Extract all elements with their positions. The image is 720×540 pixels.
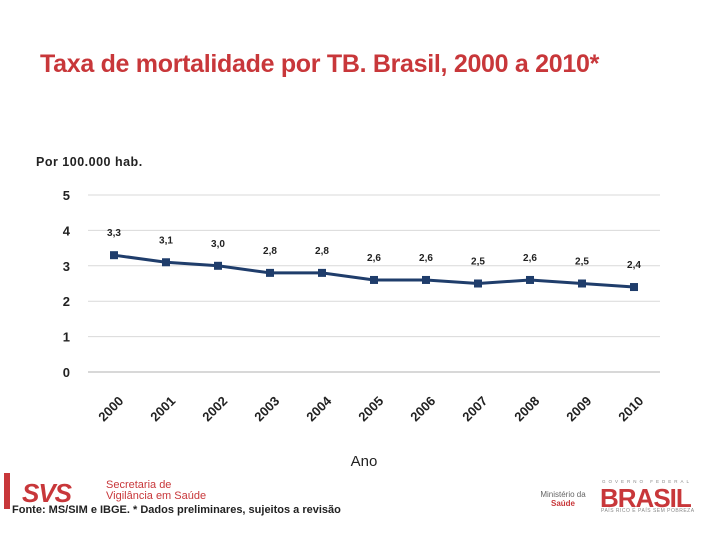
brasil-logo: BRASIL [600, 483, 692, 513]
data-label: 3,0 [211, 239, 225, 250]
x-tick-label: 2000 [95, 393, 126, 424]
gov-slogan: PAÍS RICO É PAÍS SEM POBREZA [601, 508, 695, 514]
x-tick-label: 2001 [147, 393, 178, 424]
y-tick-label: 0 [63, 365, 70, 380]
y-tick-label: 1 [63, 330, 70, 345]
y-axis-unit-label: Por 100.000 hab. [36, 155, 143, 169]
x-tick-label: 2004 [303, 393, 335, 425]
data-point [162, 258, 170, 267]
data-label: 2,6 [523, 253, 537, 264]
page-title: Taxa de mortalidade por TB. Brasil, 2000… [40, 50, 600, 78]
data-label: 2,5 [471, 257, 485, 268]
source-note: Fonte: MS/SIM e IBGE. * Dados preliminar… [12, 504, 341, 516]
data-point [630, 283, 638, 292]
x-tick-label: 2002 [199, 393, 230, 424]
gov-federal-label: GOVERNO FEDERAL [602, 479, 693, 484]
line-chart: 0 1 2 3 4 5 3,3 3,1 3,0 2,8 2,8 2,6 2,6 2,5 2,6 2,5 2,4… [63, 188, 660, 470]
y-tick-label: 3 [63, 259, 70, 274]
x-tick-label: 2010 [615, 393, 646, 424]
x-tick-label: 2007 [459, 393, 490, 424]
x-axis-title: Ano [351, 453, 378, 470]
data-point [526, 275, 534, 284]
y-tick-label: 4 [63, 223, 71, 238]
data-label: 3,1 [159, 235, 173, 246]
data-point [474, 279, 482, 288]
y-tick-label: 5 [63, 188, 70, 203]
data-point [370, 275, 378, 284]
data-point [266, 268, 274, 277]
x-tick-label: 2006 [407, 393, 438, 424]
data-label: 2,4 [627, 260, 641, 271]
footer-accent-bar [4, 473, 10, 509]
data-label: 2,8 [315, 246, 329, 257]
ministerio-text: Ministério da [540, 490, 586, 499]
data-point [578, 279, 586, 288]
data-point [422, 275, 430, 284]
x-tick-label: 2005 [355, 393, 386, 424]
x-tick-label: 2003 [251, 393, 282, 424]
data-point [318, 268, 326, 277]
svs-logo: SVS [22, 478, 72, 508]
x-tick-label: 2008 [511, 393, 542, 424]
data-label: 2,5 [575, 257, 589, 268]
data-point [110, 251, 118, 260]
y-tick-label: 2 [63, 294, 70, 309]
data-label: 2,6 [367, 253, 381, 264]
svs-line2: Vigilância em Saúde [106, 490, 207, 502]
svs-line1: Secretaria de [106, 479, 172, 491]
ministerio-logo: Ministério da Saúde [538, 490, 588, 508]
svs-logo-subtitle: Secretaria de Vigilância em Saúde [106, 480, 206, 502]
x-tick-label: 2009 [563, 393, 594, 424]
ministerio-saude-text: Saúde [550, 499, 575, 508]
data-label: 2,8 [263, 246, 277, 257]
data-label: 2,6 [419, 253, 433, 264]
data-point [214, 261, 222, 270]
data-label: 3,3 [107, 228, 121, 239]
